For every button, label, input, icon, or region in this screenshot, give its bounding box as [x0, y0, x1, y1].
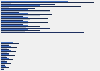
Bar — [1, 30, 40, 31]
Bar — [1, 15, 40, 16]
Bar — [1, 4, 55, 5]
Bar — [1, 13, 28, 14]
Bar — [1, 25, 28, 26]
Bar — [1, 2, 94, 3]
Bar — [1, 51, 16, 52]
Bar — [1, 22, 48, 23]
Bar — [1, 9, 28, 10]
Bar — [1, 49, 9, 50]
Bar — [1, 43, 19, 44]
Bar — [1, 1, 68, 2]
Bar — [1, 54, 9, 55]
Bar — [1, 21, 28, 22]
Bar — [1, 57, 7, 58]
Bar — [1, 32, 84, 33]
Bar — [1, 48, 7, 49]
Bar — [1, 61, 7, 62]
Bar — [1, 63, 11, 64]
Bar — [1, 50, 11, 51]
Bar — [1, 5, 40, 6]
Bar — [1, 26, 40, 27]
Bar — [1, 47, 17, 48]
Bar — [1, 19, 30, 20]
Bar — [1, 52, 7, 53]
Bar — [1, 59, 13, 60]
Bar — [1, 56, 6, 57]
Bar — [1, 6, 81, 7]
Bar — [1, 53, 9, 54]
Bar — [1, 67, 9, 68]
Bar — [1, 23, 28, 24]
Bar — [1, 28, 50, 29]
Bar — [1, 62, 7, 63]
Bar — [1, 55, 15, 56]
Bar — [1, 60, 5, 61]
Bar — [1, 7, 9, 8]
Bar — [1, 31, 24, 32]
Bar — [1, 27, 26, 28]
Bar — [1, 58, 9, 59]
Bar — [1, 17, 28, 18]
Bar — [1, 11, 50, 12]
Bar — [1, 45, 9, 46]
Bar — [1, 46, 11, 47]
Bar — [1, 14, 52, 15]
Bar — [1, 8, 35, 9]
Bar — [1, 24, 23, 25]
Bar — [1, 16, 23, 17]
Bar — [1, 12, 19, 13]
Bar — [1, 10, 50, 11]
Bar — [1, 69, 4, 70]
Bar — [1, 18, 48, 19]
Bar — [1, 44, 9, 45]
Bar — [1, 66, 6, 67]
Bar — [1, 3, 11, 4]
Bar — [1, 20, 23, 21]
Bar — [1, 29, 28, 30]
Bar — [1, 36, 13, 37]
Bar — [1, 65, 5, 66]
Bar — [1, 42, 13, 43]
Bar — [1, 64, 5, 65]
Bar — [1, 68, 4, 69]
